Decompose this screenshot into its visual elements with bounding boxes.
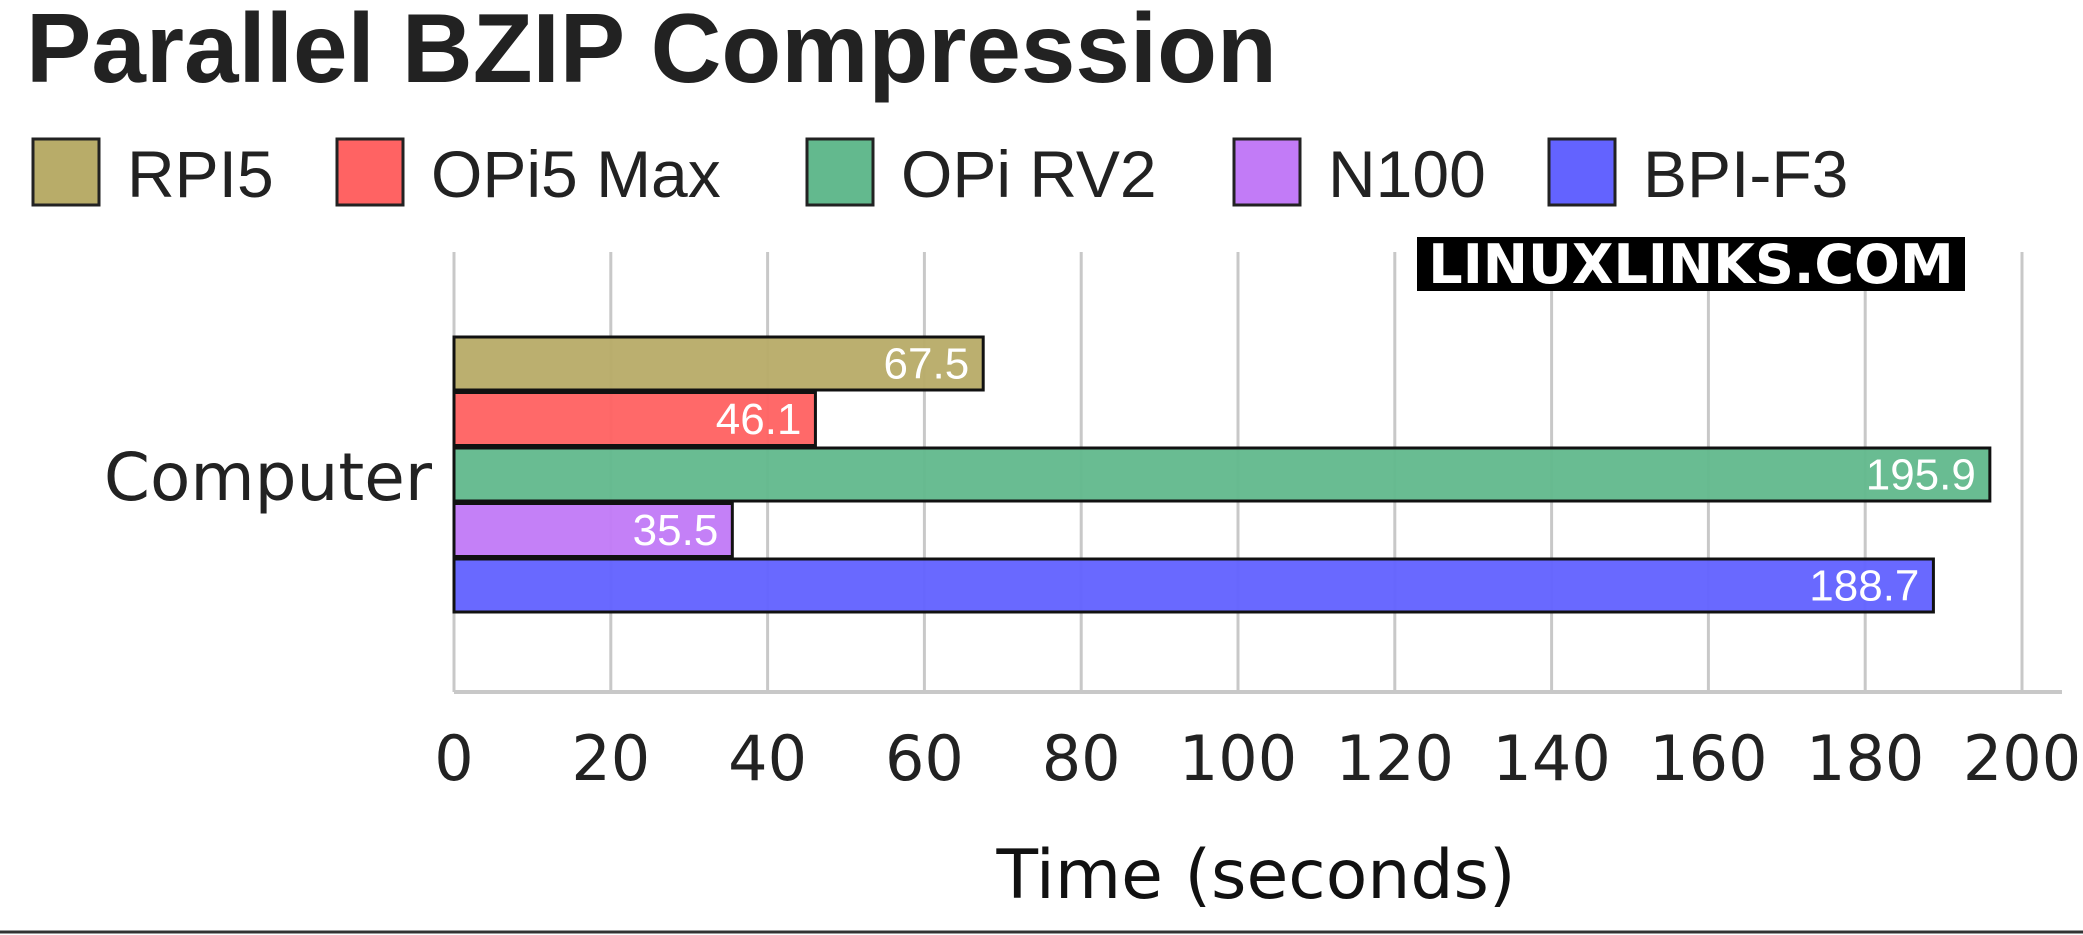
x-tick-label: 180 bbox=[1806, 722, 1924, 795]
data-label: 67.5 bbox=[884, 340, 970, 389]
data-label: 188.7 bbox=[1809, 562, 1919, 611]
x-tick-label: 120 bbox=[1336, 722, 1454, 795]
legend-item: OPi5 Max bbox=[335, 137, 721, 211]
x-tick-label: 200 bbox=[1963, 722, 2081, 795]
bar-bpi-f3 bbox=[452, 557, 1935, 614]
legend-label: OPi5 Max bbox=[431, 137, 721, 211]
data-label: 46.1 bbox=[716, 395, 802, 444]
legend: RPI5 OPi5 Max OPi RV2 N100 BPI-F3 bbox=[31, 137, 1848, 211]
x-tick-label: 20 bbox=[571, 722, 650, 795]
legend-item: RPI5 bbox=[31, 137, 274, 211]
legend-swatch bbox=[805, 137, 875, 207]
x-tick-label: 140 bbox=[1492, 722, 1610, 795]
legend-swatch bbox=[1232, 137, 1302, 207]
legend-label: N100 bbox=[1328, 137, 1486, 211]
legend-item: OPi RV2 bbox=[805, 137, 1157, 211]
x-tick-label: 60 bbox=[885, 722, 964, 795]
legend-item: N100 bbox=[1232, 137, 1486, 211]
watermark-text: LINUXLINKS.COM bbox=[1428, 233, 1953, 296]
bar-rpi5 bbox=[452, 335, 985, 392]
x-axis-ticks: 0 20 40 60 80 100 120 140 160 180 200 bbox=[434, 722, 2081, 795]
bar-opi5-max bbox=[452, 391, 817, 447]
data-label: 195.9 bbox=[1866, 451, 1976, 500]
legend-swatch bbox=[31, 137, 101, 207]
legend-label: BPI-F3 bbox=[1643, 137, 1848, 211]
chart-title: Parallel BZIP Compression bbox=[26, 0, 1277, 103]
y-axis-categories: Computer bbox=[104, 439, 433, 516]
legend-label: RPI5 bbox=[127, 137, 274, 211]
data-label: 35.5 bbox=[633, 506, 719, 555]
legend-swatch bbox=[335, 137, 405, 207]
x-tick-label: 160 bbox=[1649, 722, 1767, 795]
bars: 67.5 46.1 195.9 35.5 188.7 bbox=[452, 335, 1992, 614]
x-tick-label: 100 bbox=[1179, 722, 1297, 795]
legend-item: BPI-F3 bbox=[1547, 137, 1848, 211]
x-tick-label: 40 bbox=[728, 722, 807, 795]
category-label: Computer bbox=[104, 439, 433, 516]
watermark-background bbox=[1417, 237, 1965, 291]
x-tick-label: 80 bbox=[1042, 722, 1121, 795]
legend-swatch bbox=[1547, 137, 1617, 207]
x-tick-label: 0 bbox=[434, 722, 473, 795]
bar-n100 bbox=[452, 502, 734, 558]
legend-label: OPi RV2 bbox=[901, 137, 1157, 211]
watermark: LINUXLINKS.COM bbox=[1417, 233, 1965, 296]
bar-opi-rv2 bbox=[452, 446, 1992, 503]
x-axis-title: Time (seconds) bbox=[995, 836, 1515, 915]
